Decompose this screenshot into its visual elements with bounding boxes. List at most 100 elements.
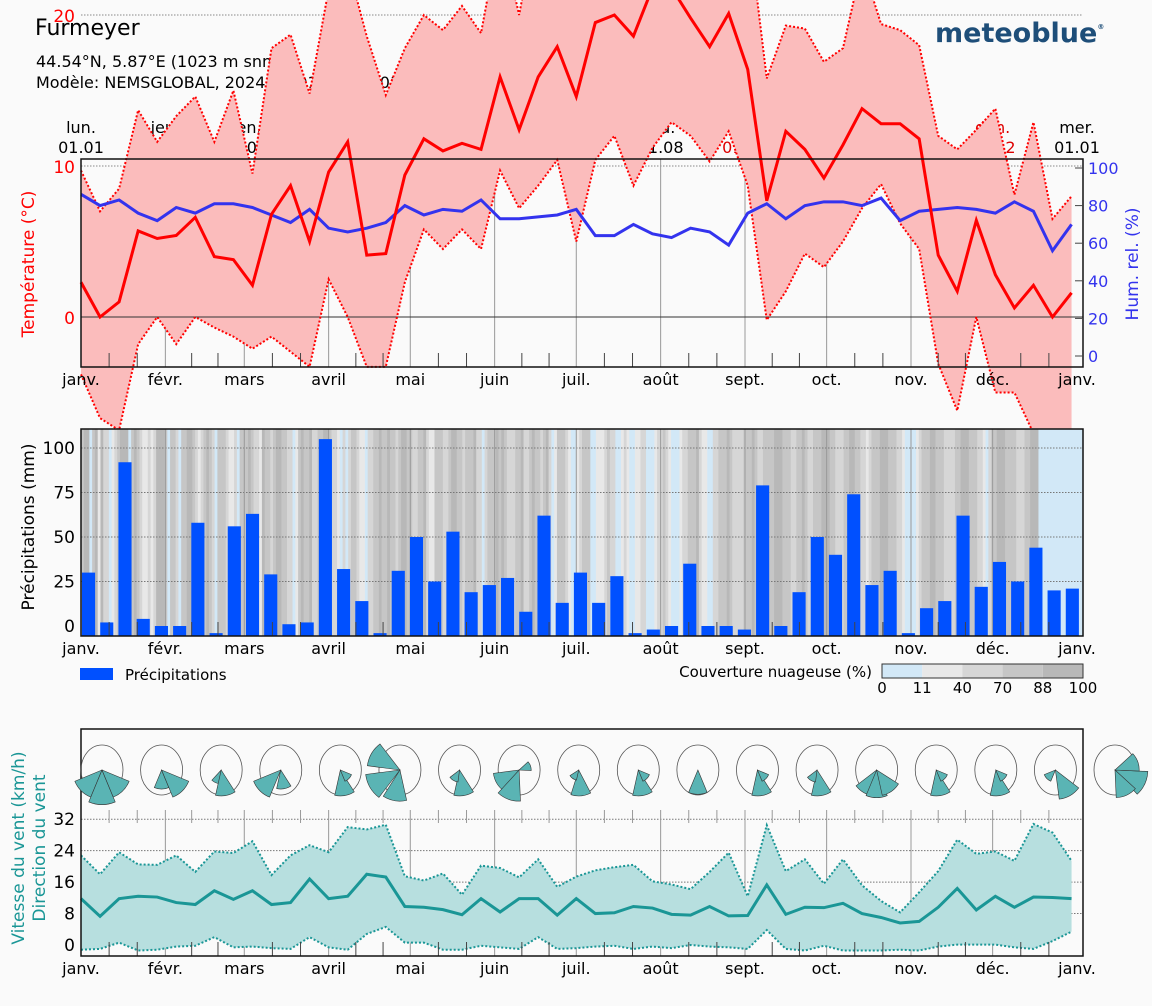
- precip-bar: [573, 572, 588, 636]
- cloud-cover-stripe: [890, 429, 895, 636]
- precip-bar: [82, 572, 96, 636]
- cloud-legend-swatch: [1002, 664, 1043, 678]
- precip-bar: [956, 515, 970, 636]
- precip-bar: [227, 526, 241, 636]
- header-date-label: 01.01: [1054, 138, 1100, 157]
- cloud-cover-stripe: [264, 429, 269, 636]
- precip-y-tick-label: 25: [53, 573, 75, 593]
- cloud-cover-stripe: [698, 429, 703, 636]
- cloud-cover-stripe: [142, 429, 146, 636]
- cloud-cover-stripe: [749, 429, 753, 636]
- precip-bar: [1011, 581, 1025, 636]
- cloud-cover-stripe: [504, 429, 508, 636]
- precip-bar: [1047, 590, 1061, 636]
- cloud-cover-stripe: [217, 429, 221, 636]
- cloud-cover-stripe: [554, 429, 558, 636]
- cloud-cover-stripe: [559, 429, 564, 636]
- cloud-cover-stripe: [1066, 429, 1070, 636]
- cloud-cover-stripe: [712, 429, 717, 636]
- humidity-y-tick-label: 0: [1088, 347, 1098, 366]
- cloud-cover-stripe: [406, 429, 411, 636]
- cloud-cover-stripe: [172, 429, 177, 636]
- cloud-cover-stripe: [568, 429, 572, 636]
- month-tick-label: janv.: [1057, 639, 1096, 658]
- precip-bar: [992, 561, 1007, 636]
- cloud-cover-stripe: [832, 429, 836, 636]
- precip-bar: [719, 626, 733, 636]
- precip-bar: [373, 633, 387, 636]
- month-tick-label: août: [643, 370, 679, 389]
- wind-min-line: [80, 925, 1073, 952]
- cloud-cover-stripe: [108, 429, 113, 636]
- cloud-cover-stripe: [520, 429, 525, 636]
- cloud-cover-stripe: [92, 429, 96, 636]
- cloud-cover-stripe: [643, 429, 647, 636]
- cloud-cover-stripe: [710, 429, 714, 636]
- cloud-cover-stripe: [145, 429, 149, 636]
- cloud-cover-stripe: [136, 429, 141, 636]
- cloud-cover-stripe: [189, 429, 193, 636]
- cloud-cover-stripe: [1052, 429, 1056, 636]
- cloud-cover-stripe: [211, 429, 216, 636]
- cloud-cover-stripe: [367, 429, 372, 636]
- wind-rose-sector: [497, 769, 521, 802]
- cloud-cover-stripe: [732, 429, 736, 636]
- cloud-cover-stripe: [718, 429, 722, 636]
- precip-bar: [282, 624, 296, 636]
- cloud-legend-tick: 100: [1069, 679, 1098, 697]
- precip-bar: [756, 485, 770, 636]
- precip-bar: [337, 569, 351, 636]
- cloud-cover-stripe: [1007, 429, 1012, 636]
- cloud-cover-stripe: [879, 429, 884, 636]
- wind-rose-sector: [989, 769, 1011, 797]
- cloud-cover-stripe: [289, 429, 294, 636]
- cloud-cover-stripe: [303, 429, 308, 636]
- precip-plot-frame: [80, 428, 1084, 637]
- wind-rose-sector: [637, 769, 650, 782]
- precip-bar: [191, 522, 205, 636]
- cloud-cover-stripe: [387, 429, 391, 636]
- precip-bar: [628, 633, 642, 636]
- wind-y-tick-label: 8: [64, 905, 75, 925]
- cloud-cover-stripe: [721, 429, 725, 636]
- cloud-cover-stripe: [924, 429, 928, 636]
- month-tick-label: juil.: [561, 959, 591, 978]
- wind-rose: [199, 744, 243, 797]
- cloud-cover-stripe: [1035, 429, 1040, 636]
- cloud-cover-stripe: [609, 429, 614, 636]
- cloud-cover-stripe: [790, 429, 795, 636]
- month-tick-label: févr.: [148, 370, 183, 389]
- cloud-cover-stripe: [1010, 429, 1015, 636]
- cloud-cover-stripe: [426, 429, 430, 636]
- precip-bar: [464, 592, 478, 636]
- cloud-cover-stripe: [629, 429, 633, 636]
- cloud-cover-stripe: [916, 429, 920, 636]
- cloud-cover-stripe: [239, 429, 244, 636]
- meteoblue-logo[interactable]: meteoblue®: [935, 18, 1104, 49]
- cloud-cover-stripe: [281, 429, 285, 636]
- cloud-cover-stripe: [470, 429, 475, 636]
- cloud-cover-stripe: [1013, 429, 1017, 636]
- cloud-cover-stripe: [668, 429, 672, 636]
- cloud-cover-stripe: [1041, 429, 1045, 636]
- month-tick-label: août: [643, 959, 679, 978]
- month-tick-label: janv.: [61, 370, 100, 389]
- wind-rose-sector: [101, 769, 130, 798]
- cloud-cover-stripe: [640, 429, 644, 636]
- humidity-y-tick-label: 40: [1088, 272, 1108, 291]
- month-tick-label: avril: [311, 370, 346, 389]
- cloud-cover-stripe: [693, 429, 697, 636]
- precip-bar: [355, 601, 369, 636]
- wind-rose-sector: [1114, 769, 1149, 795]
- cloud-cover-stripe: [381, 429, 385, 636]
- cloud-cover-stripe: [620, 429, 625, 636]
- cloud-cover-stripe: [779, 429, 783, 636]
- wind-rose-sector: [930, 769, 951, 797]
- precip-bar: [974, 586, 988, 636]
- precip-bar: [409, 537, 424, 636]
- cloud-cover-stripe: [910, 429, 914, 636]
- cloud-cover-stripe: [863, 429, 867, 636]
- wind-rose: [974, 744, 1018, 797]
- cloud-cover-stripe: [147, 429, 152, 636]
